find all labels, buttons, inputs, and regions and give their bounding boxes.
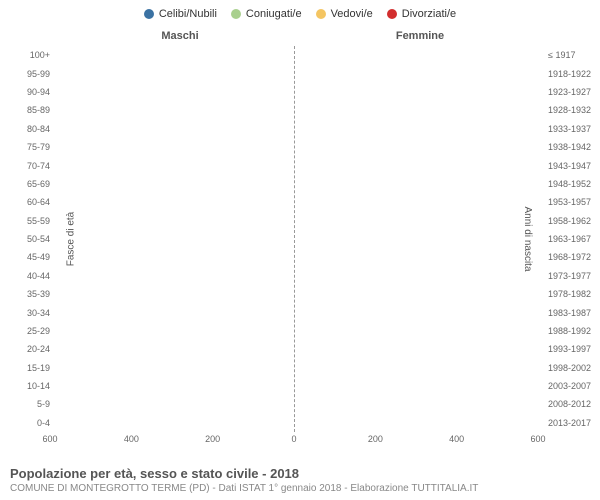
age-row [50, 175, 538, 193]
header-male: Maschi [0, 30, 300, 42]
birth-label: 1973-1977 [546, 267, 594, 285]
legend: Celibi/Nubili Coniugati/e Vedovi/e Divorzia… [10, 8, 590, 20]
plot-area: Fasce di età Anni di nascita [50, 46, 538, 432]
x-tick: 600 [42, 434, 57, 444]
legend-label: Vedovi/e [331, 8, 373, 20]
birth-label: 1998-2002 [546, 359, 594, 377]
birth-label: 1958-1962 [546, 212, 594, 230]
birth-label: 1928-1932 [546, 101, 594, 119]
age-label: 90-94 [4, 83, 52, 101]
x-tick: 200 [205, 434, 220, 444]
birth-label: 2013-2017 [546, 414, 594, 432]
age-row [50, 377, 538, 395]
age-label: 5-9 [4, 395, 52, 413]
age-label: 25-29 [4, 322, 52, 340]
age-row [50, 359, 538, 377]
age-label: 55-59 [4, 212, 52, 230]
age-label: 0-4 [4, 414, 52, 432]
column-headers: Maschi Femmine [0, 30, 600, 42]
chart-title: Popolazione per età, sesso e stato civil… [10, 466, 590, 481]
footer: Popolazione per età, sesso e stato civil… [10, 466, 590, 494]
age-row [50, 83, 538, 101]
age-row [50, 285, 538, 303]
x-tick: 400 [449, 434, 464, 444]
legend-swatch-icon [231, 9, 241, 19]
population-pyramid-chart: Celibi/Nubili Coniugati/e Vedovi/e Divorzia… [0, 0, 600, 500]
age-row [50, 193, 538, 211]
age-row [50, 248, 538, 266]
birth-label: 1933-1937 [546, 120, 594, 138]
age-row [50, 340, 538, 358]
birth-label: 2008-2012 [546, 395, 594, 413]
legend-item: Coniugati/e [231, 8, 302, 20]
birth-label: 1968-1972 [546, 248, 594, 266]
legend-swatch-icon [316, 9, 326, 19]
age-label: 75-79 [4, 138, 52, 156]
age-label: 10-14 [4, 377, 52, 395]
legend-item: Divorziati/e [387, 8, 456, 20]
legend-label: Coniugati/e [246, 8, 302, 20]
legend-item: Vedovi/e [316, 8, 373, 20]
legend-swatch-icon [144, 9, 154, 19]
age-label: 65-69 [4, 175, 52, 193]
age-row [50, 322, 538, 340]
age-row [50, 303, 538, 321]
legend-item: Celibi/Nubili [144, 8, 217, 20]
age-label: 30-34 [4, 303, 52, 321]
birth-label: 1948-1952 [546, 175, 594, 193]
birth-label: 1953-1957 [546, 193, 594, 211]
age-label: 20-24 [4, 340, 52, 358]
header-female: Femmine [300, 30, 600, 42]
birth-label: 1993-1997 [546, 340, 594, 358]
x-axis-ticks: 6004002000200400600 [50, 434, 538, 448]
age-label: 70-74 [4, 156, 52, 174]
age-label: 95-99 [4, 65, 52, 83]
age-row [50, 138, 538, 156]
legend-label: Celibi/Nubili [159, 8, 217, 20]
age-row [50, 101, 538, 119]
x-tick: 400 [124, 434, 139, 444]
age-row [50, 156, 538, 174]
birth-label: ≤ 1917 [546, 46, 594, 64]
age-row [50, 120, 538, 138]
age-label: 45-49 [4, 248, 52, 266]
birth-label: 1963-1967 [546, 230, 594, 248]
age-label: 60-64 [4, 193, 52, 211]
y-axis-right-title: Anni di nascita [522, 206, 533, 271]
y-axis-left-title: Fasce di età [66, 212, 77, 266]
age-row [50, 395, 538, 413]
x-tick: 0 [291, 434, 296, 444]
age-label: 15-19 [4, 359, 52, 377]
birth-label: 1988-1992 [546, 322, 594, 340]
age-row [50, 212, 538, 230]
birth-label: 1978-1982 [546, 285, 594, 303]
chart-subtitle: COMUNE DI MONTEGROTTO TERME (PD) - Dati … [10, 483, 590, 494]
x-tick: 600 [530, 434, 545, 444]
birth-label: 1983-1987 [546, 303, 594, 321]
age-label: 85-89 [4, 101, 52, 119]
birth-label: 1923-1927 [546, 83, 594, 101]
age-label: 80-84 [4, 120, 52, 138]
age-label: 50-54 [4, 230, 52, 248]
y-axis-birth-labels: 2013-20172008-20122003-20071998-20021993… [546, 46, 594, 432]
legend-label: Divorziati/e [402, 8, 456, 20]
age-label: 35-39 [4, 285, 52, 303]
age-label: 100+ [4, 46, 52, 64]
x-tick: 200 [368, 434, 383, 444]
age-row [50, 65, 538, 83]
age-row [50, 230, 538, 248]
birth-label: 1918-1922 [546, 65, 594, 83]
age-label: 40-44 [4, 267, 52, 285]
birth-label: 1938-1942 [546, 138, 594, 156]
age-row [50, 46, 538, 64]
y-axis-age-labels: 0-45-910-1415-1920-2425-2930-3435-3940-4… [4, 46, 52, 432]
birth-label: 1943-1947 [546, 156, 594, 174]
birth-label: 2003-2007 [546, 377, 594, 395]
age-row [50, 267, 538, 285]
bar-rows [50, 46, 538, 432]
legend-swatch-icon [387, 9, 397, 19]
age-row [50, 414, 538, 432]
